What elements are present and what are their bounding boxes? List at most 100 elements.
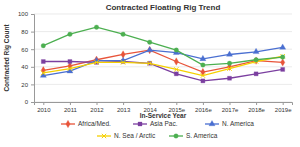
y-tick-label: 20 bbox=[21, 82, 28, 88]
marker bbox=[281, 59, 285, 66]
marker bbox=[148, 61, 152, 65]
y-tick: 100 bbox=[18, 11, 34, 17]
y-tick-mark bbox=[31, 84, 34, 85]
marker bbox=[120, 57, 126, 62]
grid-line bbox=[34, 31, 292, 32]
x-tick: 2017e bbox=[222, 102, 239, 113]
marker bbox=[94, 25, 99, 30]
series-line bbox=[43, 56, 282, 75]
grid bbox=[34, 14, 292, 102]
y-tick-label: 60 bbox=[21, 47, 28, 53]
legend-marker bbox=[102, 134, 106, 138]
legend-entry: Asia Pac. bbox=[133, 120, 178, 127]
y-tick: 40 bbox=[21, 64, 34, 70]
marker bbox=[227, 61, 232, 66]
x-tick: 2013 bbox=[117, 102, 131, 113]
marker bbox=[200, 55, 206, 60]
grid-line bbox=[34, 49, 292, 50]
marker bbox=[174, 67, 178, 71]
marker bbox=[174, 72, 178, 76]
y-axis-title: Contracted Rig Count bbox=[3, 24, 11, 92]
marker bbox=[94, 60, 98, 64]
x-tick-mark bbox=[283, 102, 284, 105]
legend-entry: N. Sea / Arctic bbox=[97, 132, 156, 139]
y-tick-label: 100 bbox=[18, 11, 29, 17]
marker bbox=[254, 72, 258, 76]
marker bbox=[281, 54, 285, 58]
chart-container: Contracted Floating Rig Trend 0 20 40 60 80 10… bbox=[0, 0, 300, 147]
x-tick-label: 2018e bbox=[248, 107, 265, 113]
y-tick-label: 80 bbox=[21, 29, 28, 35]
legend-marker bbox=[209, 120, 215, 125]
marker bbox=[174, 58, 178, 65]
x-tick-mark bbox=[229, 102, 230, 105]
marker bbox=[41, 71, 45, 75]
y-tick: 0 bbox=[25, 99, 34, 105]
x-tick-mark bbox=[176, 102, 177, 105]
marker bbox=[226, 51, 232, 56]
x-tick-mark bbox=[70, 102, 71, 105]
legend-label: Asia Pac. bbox=[150, 120, 178, 127]
x-tick-label: 2012 bbox=[90, 107, 104, 113]
y-axis: 0 20 40 60 80 100 bbox=[18, 11, 35, 105]
title: Contracted Floating Rig Trend bbox=[106, 3, 221, 12]
plot-area bbox=[40, 25, 285, 83]
legend-marker bbox=[66, 120, 70, 127]
x-tick-label: 2013 bbox=[117, 107, 131, 113]
marker bbox=[121, 32, 126, 37]
y-tick-mark bbox=[31, 67, 34, 68]
marker bbox=[201, 63, 206, 68]
grid-line bbox=[34, 84, 292, 85]
x-tick: 2011 bbox=[64, 102, 78, 113]
legend-marker bbox=[138, 122, 142, 126]
marker bbox=[68, 66, 72, 70]
marker bbox=[93, 57, 99, 62]
legend: Africa/Med. Asia Pac. N. America N. Sea / A… bbox=[61, 120, 254, 139]
marker bbox=[41, 43, 46, 48]
x-tick-mark bbox=[150, 102, 151, 105]
marker bbox=[280, 44, 286, 49]
series-line bbox=[43, 27, 282, 65]
y-tick-mark bbox=[31, 102, 34, 103]
marker bbox=[174, 48, 179, 53]
legend-entry: N. America bbox=[205, 120, 254, 127]
x-tick: 2015e bbox=[168, 102, 185, 113]
marker bbox=[41, 60, 45, 64]
legend-label: N. Sea / Arctic bbox=[114, 132, 156, 139]
y-tick: 80 bbox=[21, 29, 34, 35]
x-tick-mark bbox=[123, 102, 124, 105]
x-tick-label: 2019e bbox=[275, 107, 292, 113]
x-axis-title: In-Service Year bbox=[140, 112, 187, 119]
x-tick: 2019e bbox=[275, 102, 292, 113]
x-tick-label: 2016e bbox=[195, 107, 212, 113]
x-tick-mark bbox=[97, 102, 98, 105]
marker bbox=[280, 55, 285, 60]
x-tick-mark bbox=[43, 102, 44, 105]
marker bbox=[281, 67, 285, 71]
marker bbox=[147, 47, 153, 52]
legend-label: S. America bbox=[186, 132, 218, 139]
x-axis-line bbox=[35, 103, 293, 106]
legend-entry: Africa/Med. bbox=[61, 120, 111, 127]
legend-label: Africa/Med. bbox=[78, 120, 111, 127]
grid-line bbox=[34, 14, 292, 15]
marker bbox=[201, 73, 205, 77]
marker bbox=[68, 32, 73, 37]
marker bbox=[68, 60, 72, 64]
y-tick-mark bbox=[31, 14, 34, 15]
y-tick-label: 40 bbox=[21, 64, 28, 70]
x-tick: 2012 bbox=[90, 102, 104, 113]
marker bbox=[148, 46, 152, 53]
x-tick: 2018e bbox=[248, 102, 265, 113]
x-tick: 2010 bbox=[37, 102, 51, 113]
x-tick-label: 2010 bbox=[37, 107, 51, 113]
y-axis-line bbox=[31, 15, 35, 103]
legend-marker bbox=[174, 134, 179, 139]
legend-label: N. America bbox=[222, 120, 254, 127]
marker bbox=[147, 40, 152, 45]
x-axis: 201020112012201320142015e2016e2017e2018e… bbox=[35, 102, 293, 113]
x-tick-mark bbox=[256, 102, 257, 105]
marker bbox=[227, 66, 231, 70]
x-tick: 2016e bbox=[195, 102, 212, 113]
y-tick-mark bbox=[31, 49, 34, 50]
